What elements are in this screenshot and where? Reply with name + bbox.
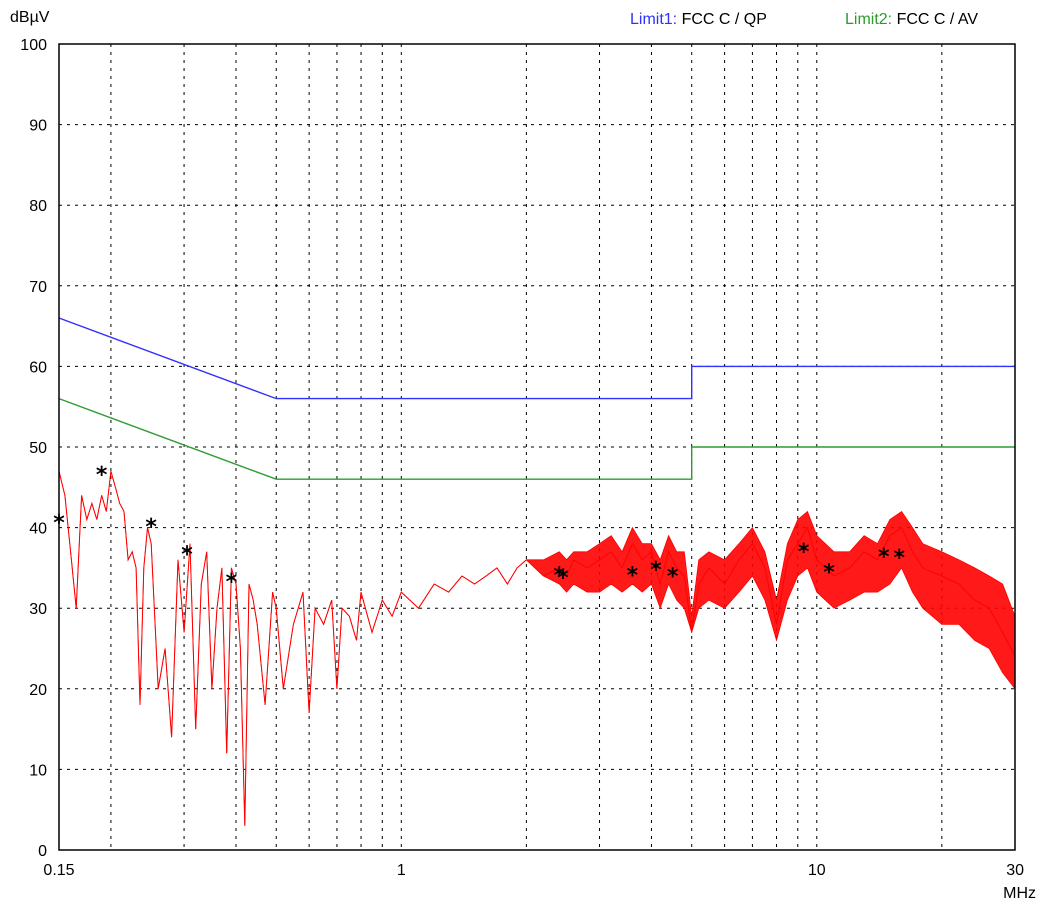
peak-marker: * (894, 546, 906, 571)
legend-limit1-text: FCC C / QP (682, 11, 767, 28)
peak-marker: * (878, 545, 890, 570)
x-axis-label: MHz (1003, 885, 1036, 902)
peak-marker: * (667, 564, 679, 589)
x-tick-label: 10 (808, 862, 826, 879)
peak-marker: * (96, 463, 108, 488)
y-tick-label: 30 (29, 601, 47, 618)
y-tick-label: 60 (29, 359, 47, 376)
x-tick-label: 1 (397, 862, 406, 879)
y-tick-label: 20 (29, 682, 47, 699)
peak-marker: * (650, 558, 662, 583)
peak-marker: * (181, 543, 193, 568)
peak-marker: * (226, 570, 238, 595)
peak-marker: * (798, 540, 810, 565)
peak-marker: * (145, 515, 157, 540)
peak-marker: * (627, 564, 639, 589)
legend-limit2-text: FCC C / AV (897, 11, 979, 28)
y-axis-label: dBµV (10, 9, 50, 26)
y-tick-label: 40 (29, 521, 47, 538)
legend-limit2-prefix: Limit2: (845, 11, 897, 28)
y-tick-label: 100 (20, 37, 47, 54)
y-tick-label: 70 (29, 279, 47, 296)
x-tick-label: 30 (1006, 862, 1024, 879)
legend-item-limit1: Limit1: FCC C / QP (630, 11, 767, 28)
y-tick-label: 50 (29, 440, 47, 457)
y-tick-label: 10 (29, 762, 47, 779)
legend-item-limit2: Limit2: FCC C / AV (845, 11, 978, 28)
x-tick-label: 0.15 (43, 862, 74, 879)
y-tick-label: 80 (29, 198, 47, 215)
y-tick-label: 90 (29, 118, 47, 135)
peak-marker: * (557, 566, 569, 591)
legend-limit1-prefix: Limit1: (630, 11, 682, 28)
peak-marker: * (823, 560, 835, 585)
y-tick-label: 0 (38, 843, 47, 860)
